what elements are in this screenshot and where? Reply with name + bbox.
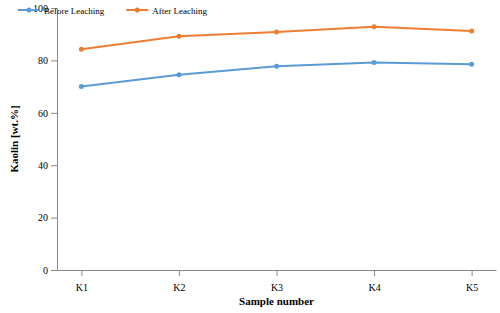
x-tick: K2 <box>173 270 185 293</box>
series-marker <box>79 47 84 52</box>
y-axis: 020406080100 <box>33 3 58 276</box>
series-marker <box>274 30 279 35</box>
x-tick: K3 <box>271 270 283 293</box>
y-tick-mark <box>51 218 57 219</box>
series-marker <box>469 29 474 34</box>
legend-marker <box>27 8 32 13</box>
legend-item: Before Leaching <box>18 6 105 16</box>
y-tick-mark <box>51 165 57 166</box>
x-tick-mark <box>374 270 375 276</box>
y-axis-title: Kaolin [wt.%] <box>8 105 20 172</box>
x-tick-label: K4 <box>368 282 380 293</box>
x-tick: K5 <box>466 270 478 293</box>
series-marker <box>79 84 84 89</box>
legend: Before Leaching After Leaching <box>18 6 207 16</box>
x-tick-mark <box>81 270 82 276</box>
y-tick-label: 60 <box>38 108 48 119</box>
series-line <box>81 62 471 86</box>
legend-marker <box>135 8 140 13</box>
series-marker <box>372 60 377 65</box>
y-tick: 0 <box>43 265 57 276</box>
y-tick: 20 <box>38 212 57 223</box>
legend-label: Before Leaching <box>44 6 105 16</box>
y-tick-label: 80 <box>38 55 48 66</box>
chart: 020406080100K1K2K3K4K5Sample numberKaoli… <box>0 0 500 313</box>
series-group <box>79 24 474 89</box>
plot-area: 020406080100K1K2K3K4K5 <box>33 3 497 293</box>
y-tick-label: 0 <box>43 265 48 276</box>
x-tick-mark <box>472 270 473 276</box>
series-line <box>81 27 471 49</box>
x-tick: K1 <box>76 270 88 293</box>
x-tick-label: K1 <box>76 282 88 293</box>
y-tick: 60 <box>38 108 57 119</box>
x-tick-label: K2 <box>173 282 185 293</box>
y-axis-line <box>57 9 58 271</box>
y-tick-mark <box>51 270 57 271</box>
y-tick-mark <box>51 113 57 114</box>
x-axis-title: Sample number <box>239 295 314 307</box>
series-marker <box>372 24 377 29</box>
x-tick-mark <box>179 270 180 276</box>
series-marker <box>469 62 474 67</box>
series-marker <box>176 34 181 39</box>
series-marker <box>176 72 181 77</box>
y-tick: 80 <box>38 55 57 66</box>
x-tick: K4 <box>368 270 380 293</box>
x-tick-label: K3 <box>271 282 283 293</box>
x-tick-mark <box>277 270 278 276</box>
legend-label: After Leaching <box>152 6 207 16</box>
y-tick-label: 40 <box>38 160 48 171</box>
x-axis: K1 K2 K3 K4 K5 <box>58 270 497 293</box>
y-tick-mark <box>51 60 57 61</box>
legend-item: After Leaching <box>126 6 207 16</box>
y-tick: 40 <box>38 160 57 171</box>
series-marker <box>274 64 279 69</box>
x-tick-label: K5 <box>466 282 478 293</box>
y-tick-label: 20 <box>38 212 48 223</box>
